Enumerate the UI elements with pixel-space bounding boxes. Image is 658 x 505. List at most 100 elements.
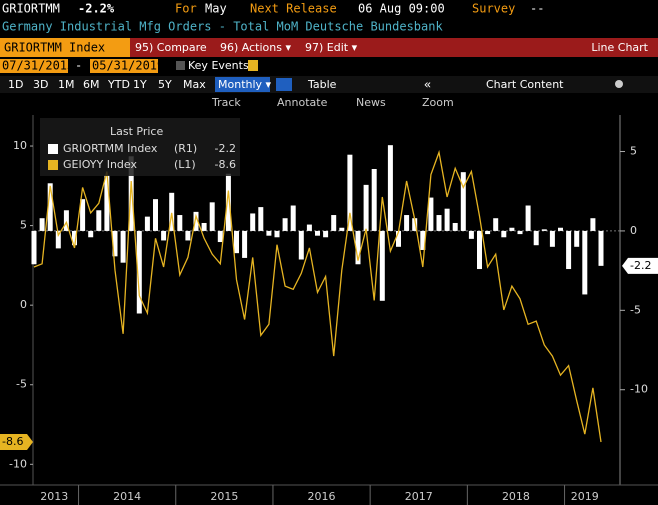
- release: 06 Aug 09:00: [358, 2, 445, 16]
- bar: [501, 230, 507, 238]
- end-date-box[interactable]: [90, 59, 158, 73]
- bar: [412, 218, 418, 231]
- menu-bar: [130, 38, 658, 57]
- bar: [598, 230, 604, 266]
- bar: [209, 202, 215, 231]
- bar: [290, 205, 296, 231]
- x-tick-label: 2014: [113, 490, 141, 503]
- key-events[interactable]: Key Events: [188, 59, 249, 72]
- chart-content[interactable]: Chart Content: [486, 78, 564, 91]
- range-button[interactable]: 1M: [58, 78, 75, 91]
- bar: [234, 230, 239, 254]
- bar: [169, 192, 175, 231]
- menu-button[interactable]: 95) Compare: [135, 41, 207, 54]
- bar: [460, 172, 466, 231]
- x-tick-label: 2018: [502, 490, 530, 503]
- x-tick-label: 2019: [571, 490, 599, 503]
- bar: [355, 230, 361, 265]
- range-bar: [0, 76, 658, 93]
- bar: [347, 154, 353, 231]
- last-value-tag: [0, 434, 33, 451]
- bar: [242, 230, 248, 258]
- tool-button[interactable]: Zoom: [422, 96, 454, 109]
- bar: [298, 230, 304, 260]
- y-tick-label: -10: [9, 457, 27, 470]
- bar: [144, 216, 150, 231]
- start-date-box[interactable]: [0, 59, 68, 73]
- bar: [396, 230, 401, 247]
- bar: [371, 168, 377, 231]
- bar: [306, 224, 312, 231]
- bar: [436, 215, 442, 231]
- range-button[interactable]: 3D: [33, 78, 48, 91]
- legend-name: GRIORTMM Index: [63, 142, 158, 155]
- table-button[interactable]: Table: [307, 78, 337, 91]
- range-button[interactable]: YTD: [107, 78, 130, 91]
- bar: [88, 230, 94, 238]
- view[interactable]: Line Chart: [591, 41, 648, 54]
- ticker: GRIORTMM: [2, 2, 60, 16]
- x-axis-band: [0, 485, 658, 505]
- y2-tick-label: -10: [630, 383, 648, 396]
- frequency-box[interactable]: [215, 77, 270, 92]
- tool-button[interactable]: Track: [211, 96, 241, 109]
- period-label: For: [175, 2, 197, 16]
- bar: [136, 230, 142, 314]
- chart-icon[interactable]: [276, 78, 292, 91]
- x-tick-label: 2017: [405, 490, 433, 503]
- line: [33, 149, 602, 443]
- bar: [452, 222, 458, 231]
- bar: [387, 145, 393, 231]
- y-tick-label: -5: [16, 378, 27, 391]
- collapse-icon[interactable]: «: [424, 78, 431, 92]
- y2-tick-label: -5: [630, 303, 641, 316]
- legend-swatch: [48, 144, 58, 154]
- security-box[interactable]: [0, 38, 130, 57]
- bar: [225, 173, 231, 231]
- legend-title: Last Price: [110, 125, 163, 138]
- menu-button[interactable]: 97) Edit ▾: [305, 41, 358, 54]
- security: GRIORTMM Index: [4, 41, 105, 55]
- period: May: [205, 2, 227, 16]
- frequency[interactable]: Monthly ▾: [218, 78, 272, 91]
- survey-label: Survey: [472, 2, 515, 16]
- survey: --: [530, 2, 544, 16]
- y-tick-label: 5: [20, 219, 27, 232]
- range-button[interactable]: 1D: [8, 78, 23, 91]
- last-value-label: -8.6: [2, 435, 23, 448]
- legend-swatch: [48, 160, 58, 170]
- range-button[interactable]: Max: [183, 78, 206, 91]
- bar: [558, 227, 563, 231]
- start-date: 07/31/2013: [2, 59, 74, 73]
- checkbox[interactable]: [176, 61, 185, 70]
- bar: [541, 229, 547, 231]
- key-events-icon: [248, 60, 258, 71]
- bar: [509, 227, 515, 231]
- bar: [104, 175, 110, 231]
- menu-button[interactable]: 96) Actions ▾: [220, 41, 291, 54]
- bar: [517, 230, 523, 235]
- bar: [250, 213, 256, 231]
- bar: [566, 230, 572, 270]
- bar: [153, 199, 158, 231]
- bar: [493, 218, 499, 231]
- x-tick-label: 2015: [210, 490, 238, 503]
- bar: [72, 230, 77, 246]
- y-tick-label: 0: [20, 298, 27, 311]
- y2-tick-label: 0: [630, 224, 637, 237]
- range-button[interactable]: 1Y: [133, 78, 147, 91]
- bar: [63, 210, 69, 231]
- range-button[interactable]: 6M: [83, 78, 100, 91]
- bar: [47, 183, 53, 231]
- bar: [31, 230, 37, 265]
- description: Germany Industrial Mfg Orders - Total Mo…: [2, 20, 443, 34]
- bar: [274, 230, 280, 238]
- bar: [574, 230, 580, 247]
- tool-button[interactable]: Annotate: [277, 96, 328, 109]
- tool-button[interactable]: News: [356, 96, 386, 109]
- settings-icon[interactable]: [615, 80, 623, 88]
- bar: [485, 230, 491, 235]
- range-button[interactable]: 5Y: [158, 78, 172, 91]
- bar: [55, 230, 61, 249]
- bar: [39, 218, 45, 231]
